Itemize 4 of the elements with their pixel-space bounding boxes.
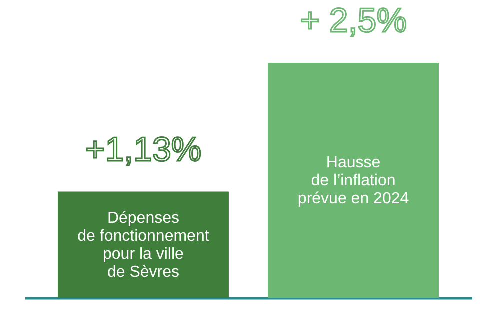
data-label: + 2,5% xyxy=(300,2,407,40)
x-tick-label: Hausse de l’inflation prévue en 2024 xyxy=(298,154,410,208)
x-tick-label: Dépenses de fonctionnement pour la ville de Sèvres xyxy=(78,210,210,281)
data-label: +1,13% xyxy=(85,130,202,169)
